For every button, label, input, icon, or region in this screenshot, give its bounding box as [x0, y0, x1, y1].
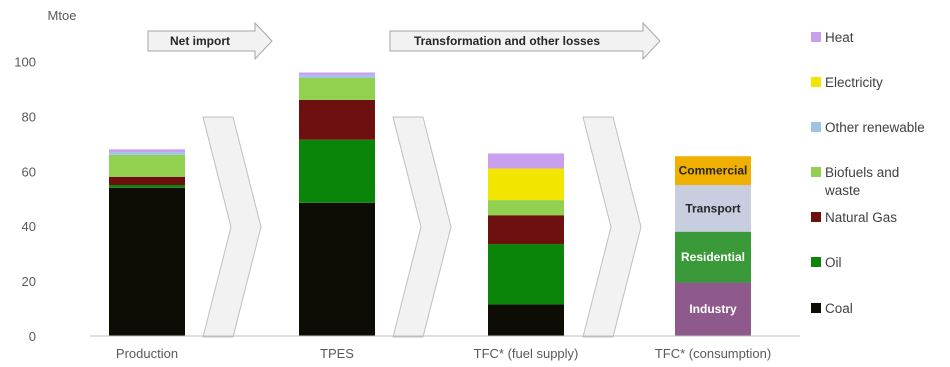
bar-segment-oil: [109, 185, 185, 188]
bar-segment-transport: [675, 185, 751, 232]
y-tick-label: 40: [22, 219, 36, 234]
flow-arrow-icon: [147, 21, 273, 61]
bar-segment-other-renewable: [109, 152, 185, 155]
bar-segment-residential: [675, 231, 751, 283]
legend-label: Natural Gas: [825, 210, 897, 225]
bar-segment-electricity: [488, 168, 564, 201]
y-tick-label: 60: [22, 164, 36, 179]
bar-segment-oil: [299, 139, 375, 203]
legend-label-line: waste: [824, 183, 860, 198]
legend-swatch: [811, 167, 821, 177]
segment-label: Industry: [689, 302, 737, 316]
bar-segment-coal: [109, 187, 185, 336]
segment-label: Transport: [685, 201, 740, 215]
bar-segment-commercial: [675, 156, 751, 186]
bar-segment-coal: [488, 304, 564, 336]
legend-label: Biofuels and waste: [824, 165, 899, 198]
legend-label: Oil: [825, 255, 842, 270]
x-tick-label: TPES: [320, 346, 354, 361]
bar-segment-heat: [109, 149, 185, 153]
legend-label: Other renewable: [825, 120, 925, 135]
x-tick-label: TFC* (consumption): [655, 346, 771, 361]
y-tick-label: 20: [22, 274, 36, 289]
legend-swatch: [811, 212, 821, 222]
flow-arrow-icon: [389, 21, 661, 61]
y-tick-label: 0: [29, 329, 36, 344]
flow-label: Transformation and other losses: [414, 34, 600, 48]
bar-segment-biofuels-and-waste: [299, 77, 375, 100]
y-tick-label: 80: [22, 109, 36, 124]
legend-label: Coal: [825, 301, 853, 316]
chevrons: [202, 116, 642, 338]
flow-label: Net import: [170, 34, 230, 48]
y-tick-label: 100: [14, 55, 36, 70]
legend-swatch: [811, 32, 821, 42]
bar-segment-natural-gas: [488, 215, 564, 245]
bar-segment-coal: [299, 202, 375, 336]
bar-segment-heat: [488, 153, 564, 169]
bar-segment-natural-gas: [109, 176, 185, 186]
legend-label-line: Biofuels and: [825, 165, 899, 180]
legend-label: Heat: [825, 30, 854, 45]
bar-segment-heat: [299, 72, 375, 76]
bar-segment-industry: [675, 282, 751, 336]
legend-label: Electricity: [825, 75, 883, 90]
x-tick-label: Production: [116, 346, 178, 361]
chevron-arrow-icon: [392, 116, 452, 338]
legend-swatch: [811, 257, 821, 267]
segment-label: Residential: [681, 250, 745, 264]
flow-arrows: Net import Transformation and other losse…: [147, 21, 661, 61]
bar-segment-oil: [488, 244, 564, 305]
x-tick-label: TFC* (fuel supply): [474, 346, 579, 361]
legend: Heat Electricity Other renewable Biofuels a…: [811, 30, 925, 316]
bar-segment-other-renewable: [299, 75, 375, 78]
chevron-arrow-icon: [582, 116, 642, 338]
bar-segment-natural-gas: [299, 99, 375, 140]
x-axis: Production TPES TFC* (fuel supply) TFC* (co…: [116, 346, 771, 361]
legend-swatch: [811, 122, 821, 132]
bar-segment-biofuels-and-waste: [488, 200, 564, 216]
legend-swatch: [811, 303, 821, 313]
legend-swatch: [811, 77, 821, 87]
bars: Industry Residential Transport Commercial: [109, 72, 751, 336]
y-unit-label: Mtoe: [48, 8, 77, 23]
chevron-arrow-icon: [202, 116, 262, 338]
bar-segment-biofuels-and-waste: [109, 154, 185, 177]
y-axis: 0 20 40 60 80 100: [14, 55, 36, 345]
segment-label: Commercial: [679, 164, 748, 178]
